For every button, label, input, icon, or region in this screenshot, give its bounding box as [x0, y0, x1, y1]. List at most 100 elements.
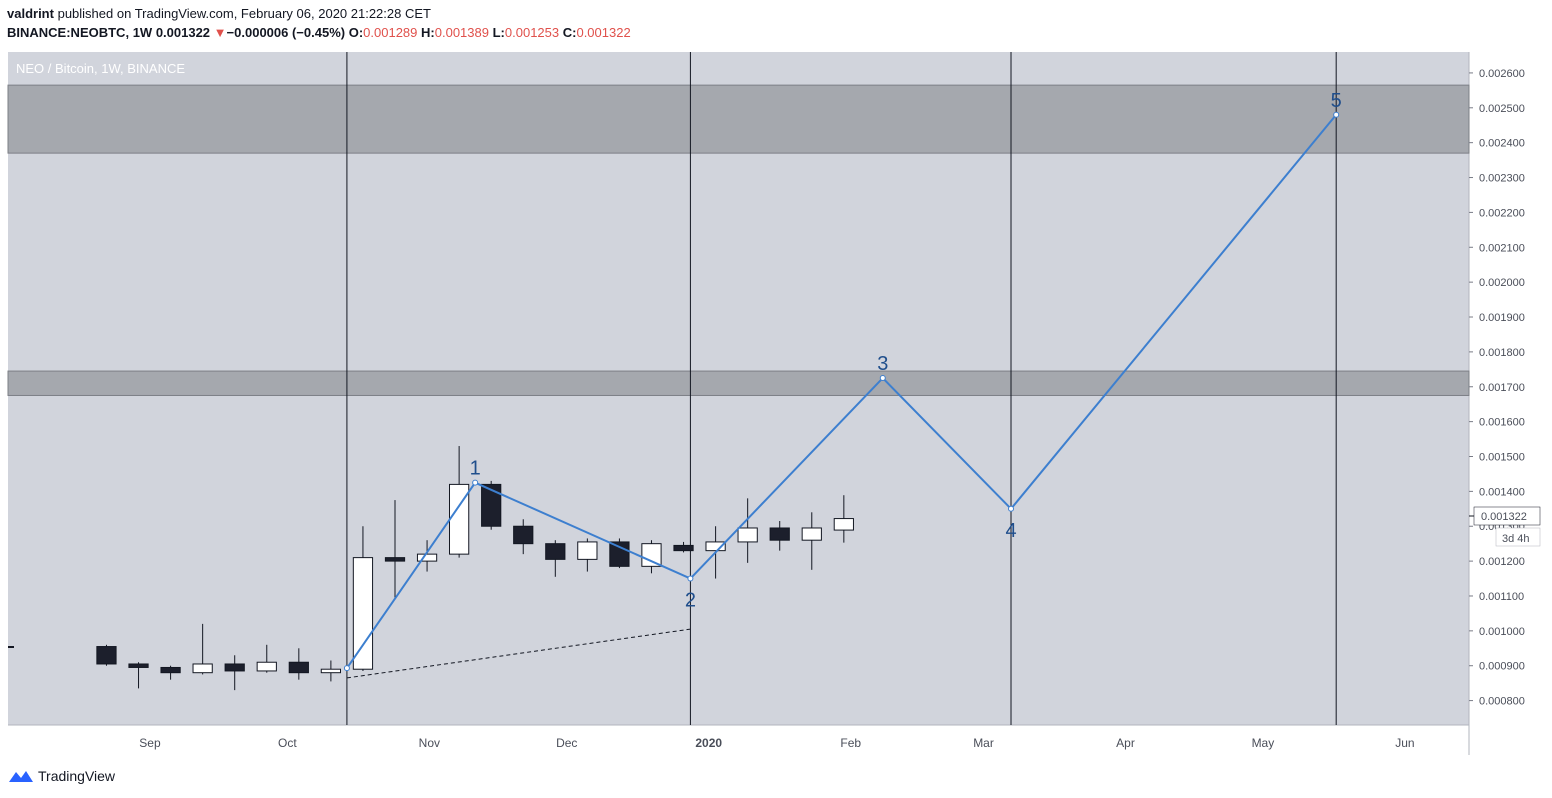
candle-body — [833, 518, 854, 531]
price-tick-label: 0.001200 — [1479, 556, 1525, 568]
wave-point — [472, 479, 479, 486]
price-tick-label: 0.002500 — [1479, 103, 1525, 115]
zone-2 — [7, 370, 1470, 396]
low-value: 0.001253 — [504, 25, 560, 40]
candle-body — [545, 543, 566, 560]
wave-point — [1008, 505, 1015, 512]
zone-1 — [7, 84, 1470, 154]
candle-body — [320, 668, 342, 674]
wave-label-1: 1 — [470, 458, 481, 480]
candle — [833, 495, 854, 543]
price-tick-label: 0.002400 — [1479, 138, 1525, 150]
last-price-label: 0.001322 — [1481, 511, 1527, 523]
price-tick-label: 0.001000 — [1479, 626, 1525, 638]
candle — [192, 623, 213, 675]
author-name[interactable]: valdrint — [7, 6, 54, 21]
time-tick-label: May — [1252, 736, 1275, 750]
price-tick-label: 0.002200 — [1479, 207, 1525, 219]
time-axis-panel[interactable] — [8, 725, 1469, 755]
time-axis-ticks: Sep Oct Nov Dec 2020 Feb Mar Apr May Jun — [139, 736, 1414, 750]
candle — [224, 655, 245, 691]
wave-polyline — [346, 114, 1337, 669]
dashed-trendline — [346, 628, 691, 679]
countdown-label: 3d 4h — [1502, 533, 1530, 545]
candle — [256, 644, 277, 673]
candle — [769, 521, 790, 551]
candle-body — [705, 541, 726, 552]
candle-body — [128, 663, 149, 668]
wave-point — [1333, 111, 1340, 118]
candle — [577, 538, 598, 572]
candle-body — [416, 553, 438, 562]
price-tick-label: 0.000900 — [1479, 661, 1525, 673]
candle — [160, 665, 181, 680]
candle — [416, 540, 438, 572]
candle-body — [737, 527, 758, 543]
candle-body — [256, 661, 277, 672]
price-tick-label: 0.002300 — [1479, 173, 1525, 185]
candle-body — [609, 541, 630, 567]
close-label: C: — [562, 25, 577, 40]
countdown-tag: 3d 4h — [1495, 527, 1541, 547]
price-tick-label: 0.001700 — [1479, 382, 1525, 394]
candle — [288, 648, 309, 680]
candle — [737, 498, 758, 563]
price-tick-label: 0.002000 — [1479, 277, 1525, 289]
price-tick-label: 0.000800 — [1479, 696, 1525, 708]
change-arrow-icon: ▼ — [213, 25, 227, 40]
price-tick-label: 0.001500 — [1479, 451, 1525, 463]
time-tick-label: Apr — [1116, 736, 1135, 750]
high-label: H: — [421, 25, 435, 40]
candle — [320, 660, 342, 682]
price-change: −0.000006 (−0.45%) — [226, 25, 346, 40]
low-label: L: — [492, 25, 505, 40]
tradingview-brand: TradingView — [38, 768, 116, 784]
candle-body — [673, 544, 694, 552]
candle — [352, 526, 374, 671]
price-tick-label: 0.001900 — [1479, 312, 1525, 324]
candle-body — [513, 525, 534, 545]
open-value: 0.001289 — [363, 25, 418, 40]
high-value: 0.001389 — [434, 25, 489, 40]
price-tick-label: 0.002100 — [1479, 242, 1525, 254]
wave-label-5: 5 — [1331, 90, 1342, 112]
candle-body — [96, 646, 117, 665]
time-tick-label: 2020 — [695, 736, 722, 750]
last-price-tag: 0.001322 — [1469, 506, 1541, 526]
time-tick-label: Oct — [278, 736, 297, 750]
price-chart[interactable]: 0.000800 0.000900 0.001000 0.001100 0.001200… — [0, 0, 1552, 765]
time-tick-label: Dec — [556, 736, 577, 750]
candle-body — [160, 666, 181, 674]
interval: 1W — [132, 25, 153, 40]
candle — [384, 500, 406, 598]
chart-title: NEO / Bitcoin, 1W, BINANCE — [16, 61, 185, 76]
candle — [128, 662, 149, 689]
candle — [641, 540, 662, 574]
open-label: O: — [348, 25, 364, 40]
last-price: 0.001322 — [155, 25, 211, 40]
candle — [545, 540, 566, 577]
time-tick-label: Nov — [419, 736, 440, 750]
tradingview-footer[interactable]: TradingView — [8, 768, 115, 784]
elliott-wave-path — [343, 111, 1340, 672]
price-tick-label: 0.001600 — [1479, 417, 1525, 429]
candle — [513, 519, 534, 555]
time-tick-label: Feb — [840, 736, 861, 750]
price-tick-label: 0.001800 — [1479, 347, 1525, 359]
close-value: 0.001322 — [576, 25, 631, 40]
resistance-zones — [7, 84, 1470, 396]
candle — [801, 512, 822, 570]
time-tick-label: Jun — [1395, 736, 1414, 750]
candle-body — [384, 557, 406, 562]
vertical-lines — [346, 52, 1337, 725]
price-tick-label: 0.002600 — [1479, 68, 1525, 80]
candle-body — [352, 557, 374, 670]
candle-body — [192, 663, 213, 674]
wave-labels: 1 2 3 4 5 — [470, 90, 1342, 612]
price-tick-label: 0.001400 — [1479, 486, 1525, 498]
price-axis-panel[interactable] — [1469, 52, 1545, 725]
wave-label-2: 2 — [685, 590, 696, 612]
wave-point — [343, 665, 350, 672]
tradingview-logo-icon — [9, 771, 33, 782]
wave-point — [687, 575, 694, 582]
